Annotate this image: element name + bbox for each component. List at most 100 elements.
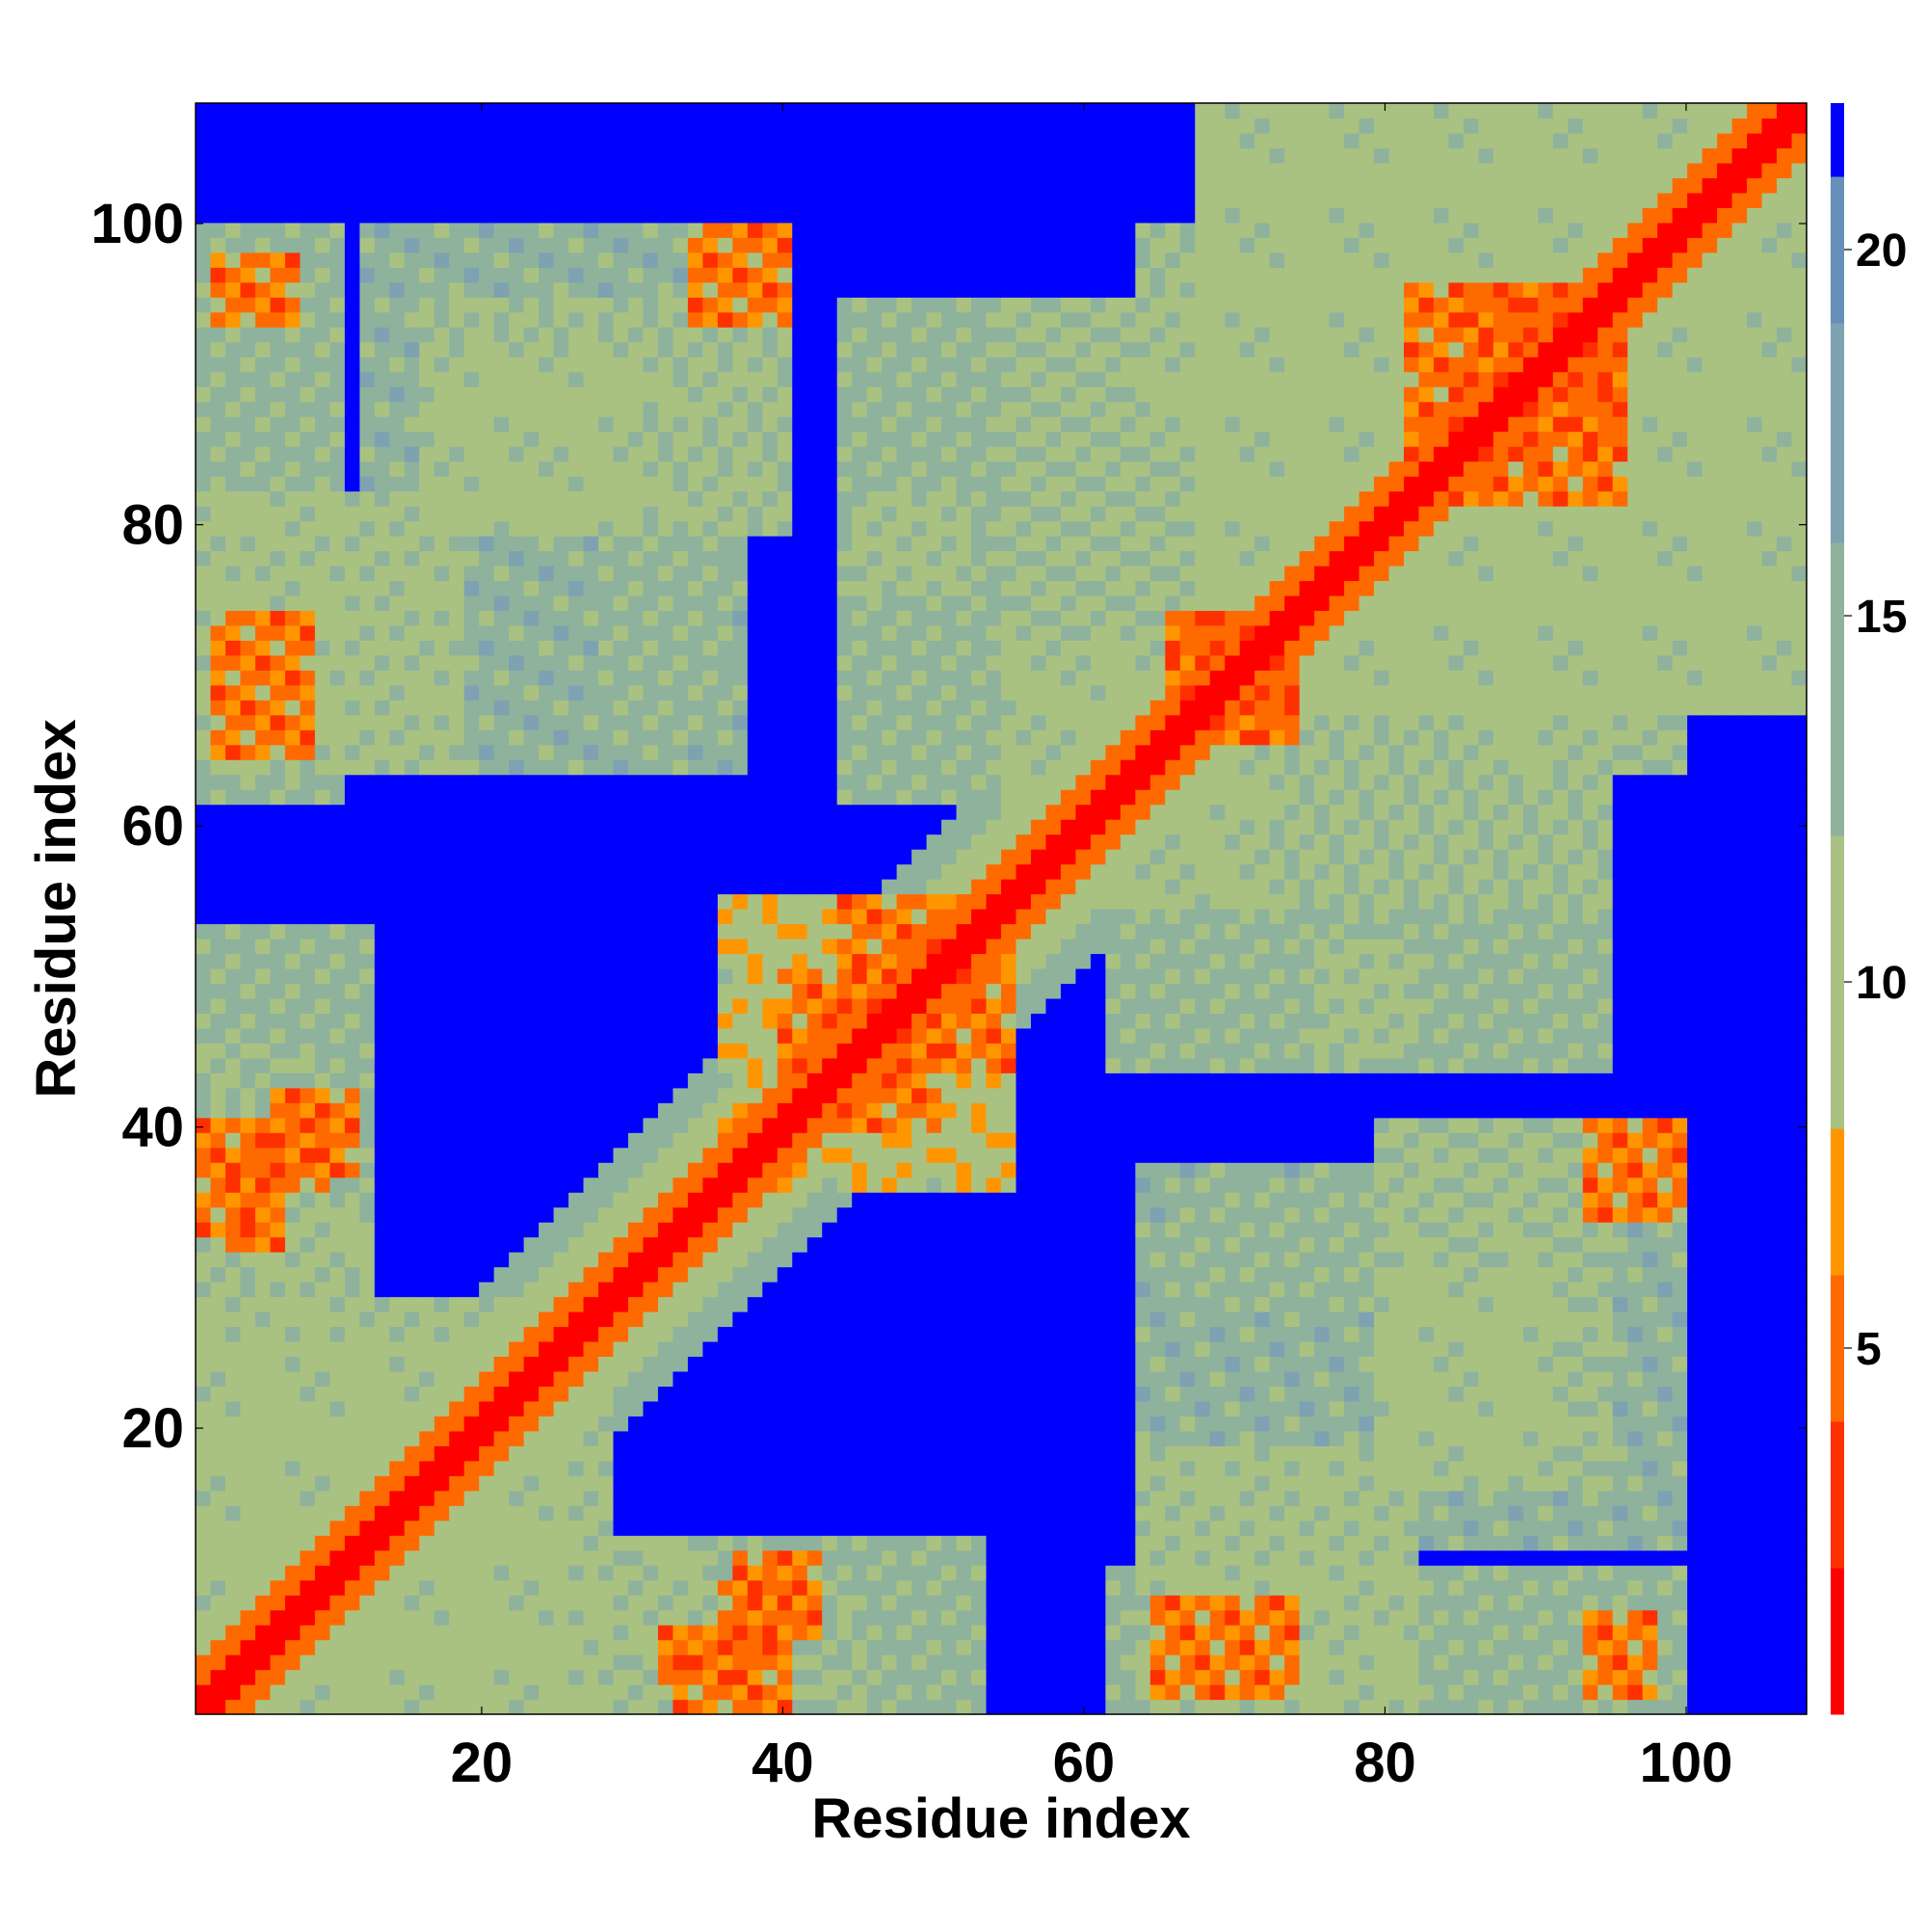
heatmap-cell <box>1582 1490 1598 1506</box>
heatmap-cell <box>956 1490 972 1506</box>
heatmap-cell <box>419 1490 436 1506</box>
heatmap-cell <box>553 1535 569 1551</box>
heatmap-cell <box>374 1520 390 1536</box>
heatmap-cell <box>1627 1057 1644 1073</box>
heatmap-cell <box>598 1057 615 1073</box>
heatmap-cell <box>1299 1475 1315 1492</box>
heatmap-cell <box>389 1520 406 1536</box>
heatmap-cell <box>1627 1639 1644 1655</box>
heatmap-cell <box>1374 1370 1390 1388</box>
heatmap-cell <box>1388 1192 1405 1208</box>
heatmap-cell <box>1359 1490 1375 1506</box>
heatmap-cell <box>523 1475 540 1492</box>
heatmap-cell <box>1254 1206 1271 1223</box>
heatmap-cell <box>673 1057 689 1073</box>
heatmap-cell <box>1165 1549 1181 1566</box>
heatmap-cell <box>673 1222 689 1238</box>
heatmap-cell <box>224 1370 242 1388</box>
heatmap-cell <box>568 1117 585 1133</box>
heatmap-cell <box>777 1222 793 1238</box>
heatmap-cell <box>1016 1162 1032 1178</box>
heatmap-cell <box>389 1654 406 1671</box>
heatmap-cell <box>210 1386 226 1402</box>
heatmap-cell <box>1075 1340 1092 1358</box>
heatmap-cell <box>1329 1147 1345 1163</box>
heatmap-cell <box>404 1639 420 1655</box>
heatmap-cell <box>627 1326 645 1342</box>
heatmap-cell <box>1374 1609 1390 1626</box>
heatmap-cell <box>1225 1296 1241 1312</box>
heatmap-cell <box>1344 1326 1360 1342</box>
heatmap-cell <box>224 1445 242 1462</box>
heatmap-cell <box>1149 1370 1166 1388</box>
heatmap-cell <box>627 1206 645 1223</box>
heatmap-cell <box>1448 1356 1465 1372</box>
heatmap-cell <box>762 1460 779 1476</box>
heatmap-cell <box>1612 1192 1628 1208</box>
heatmap-cell <box>1120 1296 1136 1312</box>
heatmap-cell <box>1254 1043 1271 1059</box>
heatmap-cell <box>1254 1699 1271 1715</box>
heatmap-cell <box>852 1102 868 1119</box>
heatmap-cell <box>1329 1445 1345 1462</box>
heatmap-cell <box>747 1430 763 1446</box>
heatmap-cell <box>762 1340 779 1358</box>
heatmap-cell <box>1568 1296 1584 1312</box>
heatmap-cell <box>1299 1684 1315 1701</box>
heatmap-cell <box>598 1072 615 1089</box>
heatmap-cell <box>196 1684 212 1701</box>
heatmap-cell <box>866 1252 883 1268</box>
heatmap-cell <box>926 1087 942 1103</box>
heatmap-cell <box>657 1684 674 1701</box>
heatmap-cell <box>1284 1102 1301 1119</box>
heatmap-cell <box>1030 1370 1047 1388</box>
heatmap-cell <box>449 1595 465 1611</box>
heatmap-cell <box>1388 1147 1405 1163</box>
heatmap-cell <box>270 1430 286 1446</box>
heatmap-cell <box>539 1057 555 1073</box>
heatmap-cell <box>1433 1162 1450 1178</box>
heatmap-cell <box>822 1311 838 1328</box>
heatmap-cell <box>613 1043 629 1059</box>
heatmap-cell <box>836 1520 853 1536</box>
heatmap-cell <box>1090 1296 1106 1312</box>
heatmap-cell <box>359 1490 376 1506</box>
heatmap-cell <box>419 1699 436 1715</box>
heatmap-cell <box>1657 1266 1674 1283</box>
heatmap-cell <box>1179 1520 1196 1536</box>
heatmap-cell <box>657 1370 674 1388</box>
heatmap-cell <box>747 1445 763 1462</box>
heatmap-cell <box>687 1102 703 1119</box>
heatmap-cell <box>1522 1475 1539 1492</box>
heatmap-cell <box>1016 1639 1032 1655</box>
heatmap-cell <box>613 1177 629 1193</box>
heatmap-cell <box>1568 1460 1584 1476</box>
heatmap-cell <box>493 1460 510 1476</box>
heatmap-cell <box>1016 1326 1032 1342</box>
heatmap-cell <box>598 1460 615 1476</box>
heatmap-cell <box>762 1192 779 1208</box>
heatmap-cell <box>1090 1684 1106 1701</box>
heatmap-cell <box>1508 1416 1524 1432</box>
heatmap-cell <box>196 1625 212 1641</box>
heatmap-cell <box>314 1192 330 1208</box>
heatmap-cell <box>1492 1370 1509 1388</box>
heatmap-cell <box>1135 1162 1151 1178</box>
heatmap-cell <box>1359 1206 1375 1223</box>
heatmap-cell <box>613 1087 629 1103</box>
heatmap-cell <box>702 1057 719 1073</box>
heatmap-cell <box>254 1027 272 1044</box>
heatmap-cell <box>1597 1400 1614 1416</box>
heatmap-cell <box>1254 1027 1271 1044</box>
heatmap-cell <box>1731 1475 1748 1492</box>
heatmap-cell <box>643 1087 659 1103</box>
heatmap-cell <box>240 1684 256 1701</box>
heatmap-cell <box>643 1356 659 1372</box>
heatmap-cell <box>224 1087 242 1103</box>
heatmap-cell <box>1433 1236 1450 1253</box>
heatmap-cell <box>1731 1147 1748 1163</box>
heatmap-cell <box>1777 1102 1793 1119</box>
heatmap-cell <box>673 1370 689 1388</box>
heatmap-cell <box>196 1326 212 1342</box>
heatmap-cell <box>777 1535 793 1551</box>
